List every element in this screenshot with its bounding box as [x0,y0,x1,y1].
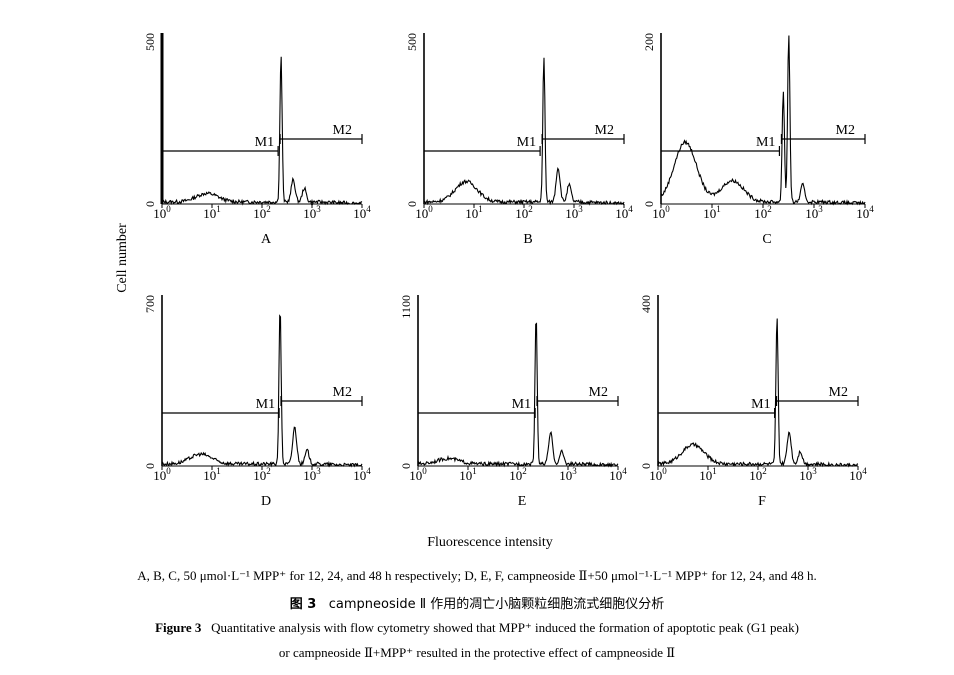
caption-cn-label: 图 3 [289,597,317,612]
x-tick-label: 103 [805,204,823,221]
panel-label: D [261,494,271,509]
y-tick-label-min: 0 [143,201,157,207]
x-tick-label: 101 [459,466,477,483]
y-tick-label-max: 700 [143,295,157,313]
y-tick-label-min: 0 [399,463,413,469]
y-axis-label: Cell number [115,223,130,293]
x-tick-label: 101 [203,466,221,483]
y-tick-label-min: 0 [642,201,656,207]
x-tick-label: 100 [649,466,667,483]
y-tick-label-max: 400 [639,295,653,313]
x-tick-label: 102 [253,204,271,221]
y-tick-label-max: 1100 [399,295,413,319]
x-tick-label: 101 [465,204,483,221]
caption-cn-text: campneoside Ⅱ 作用的凋亡小脑颗粒细胞流式细胞仪分析 [328,597,665,612]
x-tick-label: 103 [303,466,321,483]
marker-m2-label: M2 [829,385,848,400]
caption-en-label: Figure 3 [155,620,202,635]
x-tick-label: 104 [849,466,867,483]
x-tick-label: 102 [515,204,533,221]
y-tick-label-max: 500 [143,33,157,51]
x-tick-label: 104 [856,204,874,221]
panel-label: A [261,232,272,247]
y-tick-label-min: 0 [405,201,419,207]
x-axis-label: Fluorescence intensity [427,535,553,550]
x-tick-label: 100 [409,466,427,483]
x-tick-label: 101 [203,204,221,221]
x-tick-label: 104 [609,466,627,483]
panel-label: B [523,232,532,247]
marker-m2-label: M2 [333,123,352,138]
histogram-line [161,56,363,206]
marker-m1-label: M1 [517,135,536,150]
marker-m1-label: M1 [756,135,775,150]
x-tick-label: 100 [153,204,171,221]
marker-m2-label: M2 [589,385,608,400]
flow-cytometry-figure: Cell number Fluorescence intensity 50001… [115,33,874,550]
x-tick-label: 100 [153,466,171,483]
figure-note: A, B, C, 50 μmol·L⁻¹ MPP⁺ for 12, 24, an… [137,568,817,583]
panel-label: F [758,494,766,509]
x-tick-label: 100 [415,204,433,221]
panel-label: C [762,232,771,247]
histogram-line [660,35,866,206]
marker-m1-label: M1 [751,397,770,412]
marker-m1-label: M1 [256,397,275,412]
marker-m1-label: M1 [255,135,274,150]
histogram-line [161,314,363,468]
histogram-line [657,318,859,468]
marker-m2-label: M2 [333,385,352,400]
x-tick-label: 103 [303,204,321,221]
x-tick-label: 102 [253,466,271,483]
x-tick-label: 103 [565,204,583,221]
y-tick-label-max: 200 [642,33,656,51]
x-tick-label: 102 [509,466,527,483]
x-tick-label: 103 [559,466,577,483]
histogram-line [417,322,619,468]
x-tick-label: 101 [703,204,721,221]
x-tick-label: 104 [615,204,633,221]
caption-english-line2: or campneoside Ⅱ+MPP⁺ resulted in the pr… [278,645,676,660]
x-tick-label: 100 [652,204,670,221]
x-tick-label: 104 [353,204,371,221]
marker-m2-label: M2 [595,123,614,138]
caption-chinese: 图 3 campneoside Ⅱ 作用的凋亡小脑颗粒细胞流式细胞仪分析 [0,593,954,612]
histogram-line [423,57,625,206]
marker-m1-label: M1 [512,397,531,412]
panel-label: E [518,494,527,509]
x-tick-label: 104 [353,466,371,483]
x-tick-label: 101 [699,466,717,483]
caption-en-text1: Quantitative analysis with flow cytometr… [211,620,799,635]
caption-english-line1: Figure 3 Quantitative analysis with flow… [0,620,954,636]
x-tick-label: 103 [799,466,817,483]
marker-m2-label: M2 [836,123,855,138]
x-tick-label: 102 [754,204,772,221]
x-tick-label: 102 [749,466,767,483]
y-tick-label-min: 0 [639,463,653,469]
y-tick-label-max: 500 [405,33,419,51]
y-tick-label-min: 0 [143,463,157,469]
